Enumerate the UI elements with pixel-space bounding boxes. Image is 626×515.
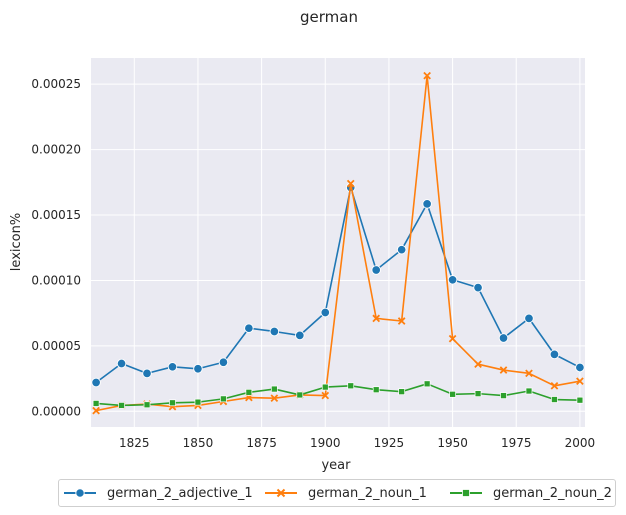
data-point	[321, 383, 329, 391]
data-point	[244, 323, 254, 333]
legend-swatch-circle-icon	[64, 488, 96, 498]
x-tick-label: 1875	[246, 436, 277, 450]
data-point	[575, 362, 585, 373]
x-tick-label: 1825	[119, 436, 150, 450]
legend-label: german_2_adjective_1	[107, 485, 253, 501]
legend-item-german-2-noun-1: german_2_noun_1	[264, 480, 427, 506]
legend-item-german-2-noun-2: german_2_noun_2	[449, 480, 612, 506]
data-point	[525, 369, 533, 378]
x-tick-label: 1925	[374, 436, 405, 450]
data-point	[525, 387, 533, 395]
data-point	[118, 402, 125, 409]
data-point	[347, 382, 355, 390]
data-point	[576, 396, 584, 404]
y-tick-label: 0.00025	[31, 77, 81, 91]
data-point	[270, 394, 279, 403]
y-tick-label: 0.00000	[31, 404, 81, 418]
data-point	[474, 360, 482, 369]
data-point	[422, 199, 432, 209]
plot-area: 1825 1850 1875 1900 1925 1950 1975 2000 0.00000 0…	[31, 58, 595, 450]
data-point	[372, 386, 380, 394]
data-point	[549, 349, 560, 360]
data-point	[346, 179, 355, 188]
data-point	[296, 391, 304, 399]
data-point	[169, 399, 176, 407]
data-point	[449, 390, 456, 398]
data-point	[499, 366, 508, 374]
y-axis-label: lexicon%	[9, 213, 24, 271]
data-point	[193, 364, 203, 374]
data-point	[218, 357, 229, 367]
data-point	[245, 388, 253, 396]
series-line-german_2_noun_1	[95, 74, 581, 412]
data-point	[143, 401, 151, 409]
data-point	[371, 265, 381, 275]
data-point	[270, 385, 278, 393]
x-axis-label: year	[321, 458, 351, 473]
data-point	[550, 381, 559, 390]
data-point	[92, 406, 100, 415]
data-point	[321, 391, 330, 400]
legend-swatch-square-icon	[450, 489, 482, 497]
data-point	[142, 368, 152, 379]
x-tick-label: 1850	[183, 436, 214, 450]
x-tick-label: 1900	[310, 436, 341, 450]
data-point	[576, 377, 584, 386]
data-point	[92, 400, 100, 407]
data-point	[320, 307, 331, 318]
data-point	[295, 330, 305, 341]
data-point	[398, 388, 406, 396]
data-point	[524, 313, 534, 324]
data-point	[498, 333, 509, 343]
x-tick-label: 1975	[501, 436, 532, 450]
data-point	[91, 377, 101, 388]
series-line-german_2_noun_2	[96, 383, 580, 407]
data-point	[423, 380, 431, 388]
data-point	[116, 358, 127, 369]
y-tick-label: 0.00005	[31, 339, 81, 353]
legend: german_2_adjective_1 german_2_noun_1 ger…	[58, 479, 616, 507]
data-point	[397, 317, 406, 325]
data-point	[396, 244, 407, 255]
legend-label: german_2_noun_1	[308, 485, 427, 501]
y-tick-label: 0.00020	[31, 143, 81, 157]
data-point	[447, 275, 458, 285]
legend-label: german_2_noun_2	[493, 485, 612, 501]
data-point	[269, 326, 280, 337]
y-tick-label: 0.00015	[31, 208, 81, 222]
data-point	[220, 395, 227, 403]
data-point	[372, 314, 381, 323]
data-point	[167, 362, 178, 372]
data-point	[448, 334, 457, 343]
data-point	[423, 71, 431, 80]
chart-title: german	[300, 8, 358, 26]
data-point	[194, 398, 202, 406]
x-tick-label: 1950	[437, 436, 468, 450]
legend-item-german-2-adjective-1: german_2_adjective_1	[63, 480, 253, 506]
data-point	[473, 282, 483, 293]
data-point	[474, 390, 482, 397]
data-point	[500, 392, 507, 399]
x-tick-label: 2000	[565, 436, 596, 450]
y-tick-label: 0.00010	[31, 273, 81, 287]
legend-swatch-x-icon	[265, 488, 297, 498]
data-point	[551, 396, 558, 403]
